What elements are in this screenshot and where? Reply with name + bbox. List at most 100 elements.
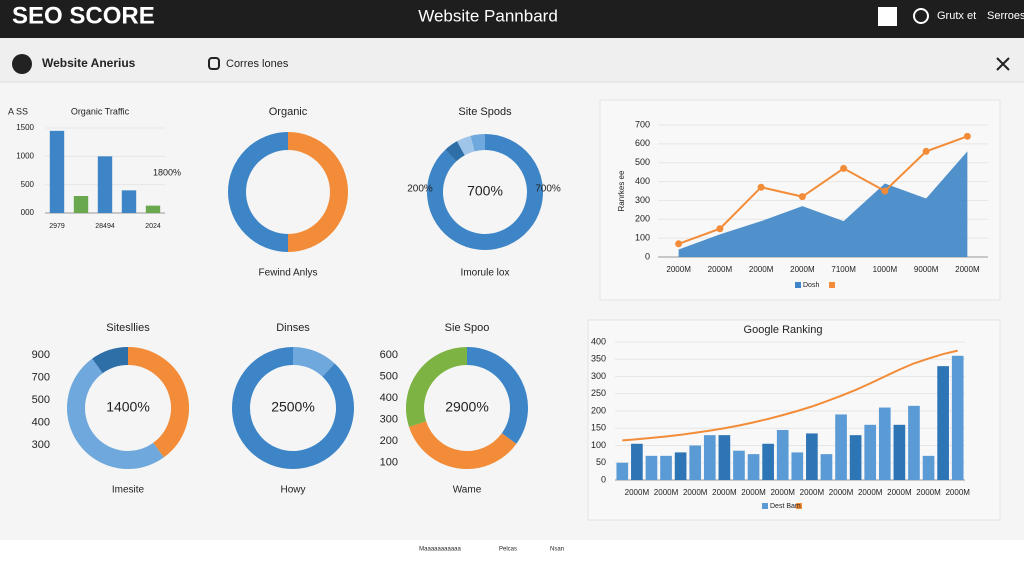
x-tick-label: 2000M xyxy=(749,265,774,274)
chart-title: Sitesllies xyxy=(106,322,150,334)
axis-label: 500 xyxy=(380,370,398,382)
clock-icon xyxy=(913,8,929,24)
bar xyxy=(937,366,949,480)
x-tick-label: 2000M xyxy=(858,488,883,497)
donut-segment xyxy=(127,347,189,458)
y-tick-label: 200 xyxy=(591,405,606,415)
y-tick-label: 700 xyxy=(635,119,650,129)
y-tick-label: 200 xyxy=(635,214,650,224)
x-tick-label: 2000M xyxy=(829,488,854,497)
tab[interactable]: Corres lones xyxy=(226,58,289,70)
x-tick-label: 2000M xyxy=(654,488,679,497)
x-tick-label: 2979 xyxy=(49,223,65,230)
bar xyxy=(703,435,716,480)
point xyxy=(963,132,971,140)
legend-label: Dosh xyxy=(803,282,819,289)
close-button[interactable] xyxy=(996,57,1010,71)
x-tick-label: 2000M xyxy=(712,488,737,497)
bar xyxy=(762,443,774,480)
chart-title: Dinses xyxy=(276,322,310,334)
x-tick-label: 1000M xyxy=(873,265,898,274)
donut-segment xyxy=(457,135,475,156)
menu-square[interactable] xyxy=(878,7,897,26)
y-tick-label: 350 xyxy=(591,354,606,364)
footer-link[interactable]: Maaaaaaaaaaa xyxy=(419,547,461,553)
axis-label: 400 xyxy=(380,392,398,404)
footer-link[interactable]: Pelcas xyxy=(499,547,517,553)
x-tick-label: 2000M xyxy=(625,488,650,497)
axis-label: 700 xyxy=(32,371,50,383)
chart-caption: Imorule lox xyxy=(461,268,510,279)
line xyxy=(622,349,958,442)
bar xyxy=(820,454,833,480)
x-tick-label: 2000M xyxy=(708,265,733,274)
bar xyxy=(776,429,789,480)
page-title: Website Pannbard xyxy=(418,6,558,25)
y-tick-label: 400 xyxy=(635,176,650,186)
nav-link[interactable]: Serroes xyxy=(987,10,1024,22)
x-tick-label: 2000M xyxy=(741,488,766,497)
bar xyxy=(791,452,804,480)
point xyxy=(840,164,848,172)
legend-swatch xyxy=(796,503,802,509)
donut-segment xyxy=(292,347,335,377)
panel xyxy=(587,319,1001,521)
chart-caption: Howy xyxy=(280,485,305,496)
y-tick-label: 50 xyxy=(596,457,606,467)
x-tick-label: 2000M xyxy=(683,488,708,497)
donut-segment xyxy=(427,134,543,250)
bar xyxy=(733,450,745,480)
chart-title: Organic Traffic xyxy=(71,106,130,116)
sub-bar xyxy=(0,38,1024,82)
chart-label: A SS xyxy=(8,106,28,116)
bar xyxy=(49,130,65,213)
bar xyxy=(645,455,658,480)
donut-segment xyxy=(408,420,517,469)
x-tick-label: 2000M xyxy=(887,488,912,497)
footer-link[interactable]: Nsan xyxy=(550,547,564,553)
bar xyxy=(97,156,113,213)
y-tick-label: 300 xyxy=(591,371,606,381)
x-tick-label: 2000M xyxy=(666,265,691,274)
chart-caption: Wame xyxy=(453,485,482,496)
y-tick-label: 500 xyxy=(635,157,650,167)
tab-icon xyxy=(208,57,220,70)
y-tick-label: 500 xyxy=(21,180,35,189)
x-tick-label: 2000M xyxy=(945,488,970,497)
bar xyxy=(922,455,935,480)
y-tick-label: 100 xyxy=(635,233,650,243)
y-axis-label: Ranrkes ee xyxy=(617,170,626,211)
center-label: 2500% xyxy=(271,399,315,415)
chart-title: Site Spods xyxy=(458,106,512,118)
y-tick-label: 400 xyxy=(591,336,606,346)
donut-segment xyxy=(287,132,348,252)
footer-bar xyxy=(0,540,1024,559)
legend-swatch xyxy=(795,282,801,288)
donut-segment xyxy=(445,141,465,162)
bar xyxy=(674,452,687,480)
bar xyxy=(849,435,862,480)
point xyxy=(757,183,765,191)
user-icon xyxy=(12,54,32,74)
point xyxy=(716,225,724,233)
donut-segment xyxy=(232,347,354,469)
axis-label: 300 xyxy=(32,439,50,451)
axis-label: 400 xyxy=(32,416,50,428)
chart-title: Organic xyxy=(269,106,308,118)
donut-segment xyxy=(228,132,289,252)
bar xyxy=(835,414,847,480)
bar xyxy=(660,455,672,480)
axis-label: 500 xyxy=(32,394,50,406)
bar xyxy=(908,405,920,480)
nav-link[interactable]: Grutx et xyxy=(937,10,976,22)
x-tick-label: 2000M xyxy=(770,488,795,497)
chart-title: Sie Spoo xyxy=(445,322,490,334)
app-title: SEO SCORE xyxy=(12,2,155,29)
y-tick-label: 250 xyxy=(591,388,606,398)
center-label: 700% xyxy=(467,183,503,199)
donut-segment xyxy=(406,347,468,427)
axis-label: 300 xyxy=(380,413,398,425)
bar xyxy=(718,435,731,480)
axis-label: 600 xyxy=(380,349,398,361)
